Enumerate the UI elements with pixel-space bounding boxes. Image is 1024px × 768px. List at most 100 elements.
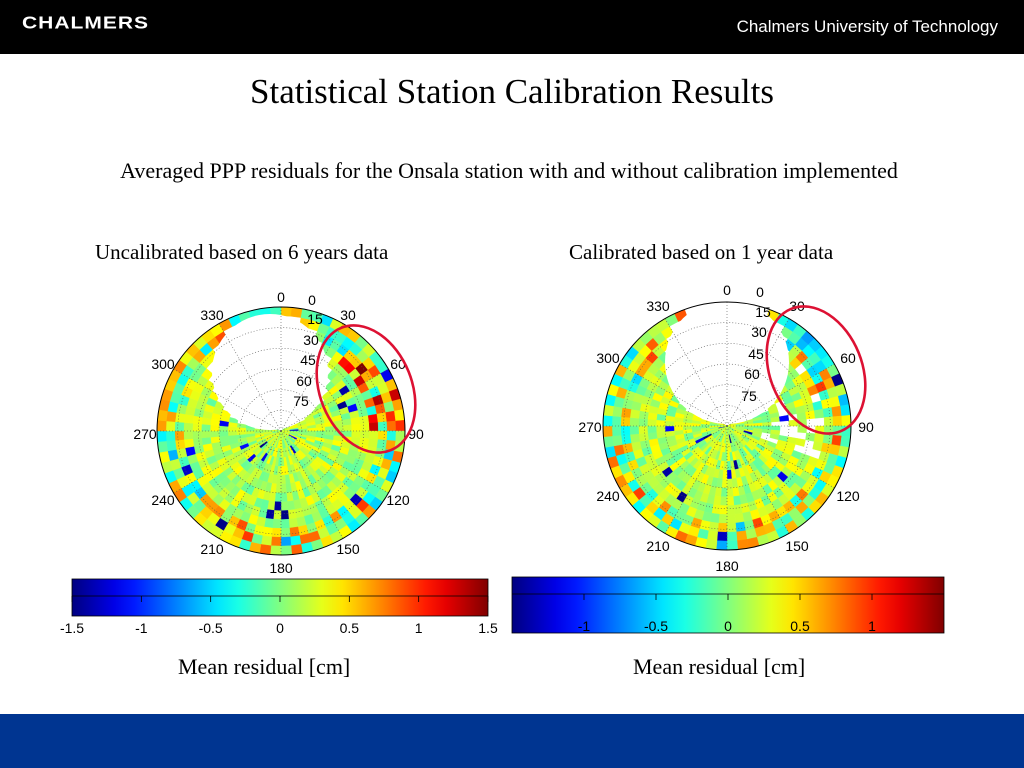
residual-cell bbox=[280, 545, 293, 556]
residual-cell bbox=[612, 405, 623, 417]
azimuth-tick-label: 180 bbox=[269, 560, 293, 576]
elevation-tick-label: 60 bbox=[744, 366, 760, 382]
residual-cell bbox=[655, 419, 666, 427]
azimuth-tick-label: 270 bbox=[133, 426, 157, 442]
residual-cell bbox=[726, 513, 736, 524]
azimuth-tick-label: 150 bbox=[785, 538, 809, 554]
azimuth-tick-label: 330 bbox=[646, 298, 670, 314]
residual-cell bbox=[269, 545, 282, 556]
residual-cell bbox=[350, 416, 361, 426]
residual-cell bbox=[717, 522, 728, 533]
residual-cell bbox=[638, 425, 648, 434]
azimuth-tick-label: 120 bbox=[836, 488, 860, 504]
residual-cell bbox=[280, 527, 291, 538]
elevation-gridline bbox=[644, 343, 810, 509]
residual-cell bbox=[280, 474, 286, 485]
header-bar: CHALMERS Chalmers University of Technolo… bbox=[0, 0, 1024, 54]
residual-cell bbox=[174, 430, 185, 441]
residual-cell bbox=[726, 522, 737, 533]
elevation-gridline bbox=[260, 410, 302, 452]
elevation-tick-label: 15 bbox=[755, 304, 771, 320]
azimuth-tick-label: 210 bbox=[646, 538, 670, 554]
residual-cell bbox=[351, 430, 361, 439]
residual-cell bbox=[288, 517, 299, 529]
residual-cell bbox=[733, 504, 743, 515]
elevation-tick-label: 0 bbox=[308, 292, 316, 308]
residual-cell bbox=[273, 501, 282, 511]
colorbar-tick-label: 0.5 bbox=[790, 618, 810, 634]
colorbar-tick-label: 0.5 bbox=[340, 620, 360, 636]
residual-cell bbox=[289, 526, 300, 538]
colorbar-tick-label: -0.5 bbox=[199, 620, 223, 636]
azimuth-tick-label: 330 bbox=[200, 307, 224, 323]
elevation-tick-label: 15 bbox=[307, 311, 323, 327]
residual-cell bbox=[813, 408, 825, 419]
residual-cell bbox=[386, 430, 397, 442]
residual-cell bbox=[726, 540, 739, 551]
residual-cell bbox=[612, 435, 623, 447]
residual-cell bbox=[611, 415, 622, 427]
right-colorbar-label: Mean residual [cm] bbox=[633, 654, 806, 679]
residual-cell bbox=[270, 536, 282, 547]
residual-cell bbox=[290, 535, 302, 546]
residual-cell bbox=[647, 418, 657, 427]
residual-cell bbox=[260, 535, 272, 546]
residual-cell bbox=[620, 425, 631, 436]
residual-cell bbox=[274, 492, 282, 503]
residual-cell bbox=[647, 431, 658, 441]
residual-cell bbox=[719, 505, 728, 515]
skyplot-outline bbox=[156, 306, 406, 556]
residual-cell bbox=[682, 425, 692, 431]
slide-title: Statistical Station Calibration Results bbox=[250, 72, 774, 111]
colorbar-tick-label: 1 bbox=[415, 620, 423, 636]
elevation-gridline bbox=[685, 384, 769, 468]
residual-cell bbox=[602, 414, 613, 427]
elevation-tick-label: 75 bbox=[293, 393, 309, 409]
elevation-gridline bbox=[177, 327, 385, 535]
residual-cell bbox=[280, 483, 287, 494]
residual-cell bbox=[183, 438, 195, 449]
residual-cell bbox=[823, 416, 834, 427]
residual-cell bbox=[174, 439, 186, 450]
residual-cell bbox=[805, 410, 816, 420]
residual-cell bbox=[183, 430, 194, 440]
residual-cell bbox=[377, 430, 388, 441]
residual-cell bbox=[236, 430, 246, 436]
residual-cell bbox=[342, 424, 353, 432]
azimuth-tick-label: 0 bbox=[277, 289, 285, 305]
residual-cell bbox=[324, 426, 335, 432]
residual-cell bbox=[360, 430, 370, 439]
residual-cell bbox=[192, 437, 203, 447]
colorbar-tick-label: 1.5 bbox=[478, 620, 498, 636]
residual-heatmap-cells bbox=[156, 306, 406, 556]
elevation-tick-label: 30 bbox=[303, 332, 319, 348]
residual-cell bbox=[280, 536, 292, 547]
residual-cell bbox=[166, 440, 177, 452]
residual-cell bbox=[156, 430, 167, 443]
residual-cell bbox=[706, 530, 718, 541]
residual-cell bbox=[280, 492, 288, 503]
university-name: Chalmers University of Technology bbox=[736, 17, 998, 36]
residual-cell bbox=[209, 424, 220, 432]
azimuth-tick-label: 300 bbox=[596, 350, 620, 366]
residual-cell bbox=[629, 425, 640, 435]
colorbar bbox=[511, 576, 945, 634]
residual-cell bbox=[726, 487, 734, 498]
residual-cell bbox=[271, 527, 282, 538]
residual-cell bbox=[715, 540, 728, 551]
residual-cell bbox=[726, 461, 732, 471]
azimuth-tick-label: 210 bbox=[200, 541, 224, 557]
left-colorbar-label: Mean residual [cm] bbox=[178, 654, 351, 679]
residual-cell bbox=[620, 416, 631, 427]
residual-cell bbox=[192, 423, 202, 432]
azimuth-tick-label: 150 bbox=[336, 541, 360, 557]
residual-cell bbox=[286, 500, 296, 511]
residual-cell bbox=[734, 512, 745, 524]
elevation-gridline bbox=[218, 368, 344, 494]
no-data-region bbox=[212, 314, 328, 430]
azimuth-tick-label: 30 bbox=[340, 307, 356, 323]
residual-cell bbox=[735, 521, 746, 533]
residual-cell bbox=[386, 420, 397, 432]
residual-cell bbox=[316, 426, 326, 432]
